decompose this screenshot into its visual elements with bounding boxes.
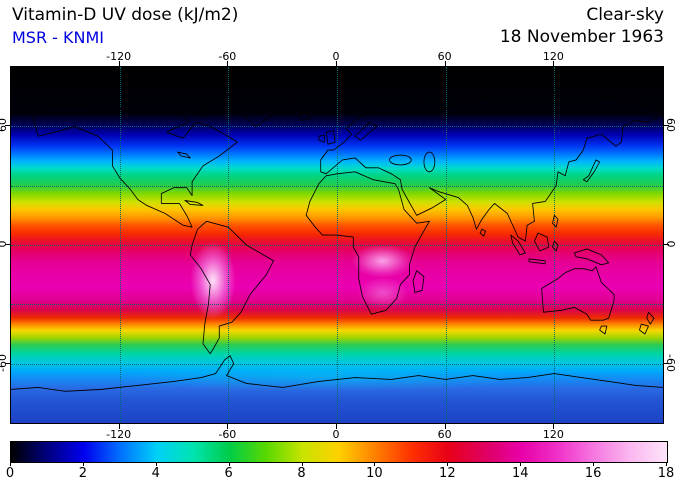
great-lakes-outline: [177, 151, 191, 159]
coastline-new-zealand-north: [646, 311, 655, 325]
colorbar-tick-label: 16: [584, 466, 602, 480]
map-plot: [10, 66, 664, 424]
lon-tick-top: [336, 61, 337, 66]
colorbar-tick-label: 10: [366, 466, 383, 480]
black-sea-outline: [389, 154, 412, 166]
lon-tick-top: [227, 61, 229, 66]
colorbar-tick: [228, 463, 230, 466]
colorbar-tick-label: 18: [657, 466, 675, 480]
lon-tick-top: [444, 61, 446, 66]
colorbar-tick: [155, 463, 157, 466]
colorbar-tick-label: 4: [151, 466, 160, 480]
coastline-eurasia: [320, 92, 662, 242]
lon-tick-label-top: -120: [106, 50, 132, 63]
lat-tick-left: [5, 244, 10, 245]
coastline-borneo: [534, 232, 550, 252]
lat-tick-right: [664, 362, 669, 364]
coastline-sulawesi: [552, 240, 559, 252]
colorbar-gradient: [11, 442, 667, 462]
caspian-sea-outline: [423, 151, 436, 173]
antarctic-bright-patch: [128, 362, 520, 391]
colorbar-tick-label: 8: [297, 466, 306, 480]
lon-tick-label-bottom: 60: [437, 428, 452, 441]
lat-tick-left: [5, 125, 10, 127]
coastline-iceland: [298, 112, 311, 121]
lon-tick-label-top: 0: [332, 50, 340, 63]
uv-hotspot-andes: [190, 241, 236, 320]
colorbar-tick: [520, 463, 522, 466]
lat-tick-left: [5, 362, 10, 364]
coastline-north-america: [32, 104, 238, 228]
coastline-greenland: [227, 80, 302, 127]
header-right: Clear-sky 18 November 1963: [500, 4, 664, 48]
figure-title: Vitamin-D UV dose (kJ/m2): [12, 5, 239, 25]
grid-line-lon: [445, 67, 447, 423]
lat-tick-right: [664, 244, 669, 245]
coastline-sumatra: [510, 234, 526, 256]
lon-tick-bottom: [444, 424, 446, 429]
lat-tick-right: [664, 125, 669, 127]
colorbar-tick-label: 12: [439, 466, 456, 480]
lon-tick-label-bottom: -60: [218, 428, 237, 441]
grid-line-lon: [337, 67, 338, 423]
coastline-madagascar: [412, 270, 425, 293]
condition-label: Clear-sky: [586, 5, 664, 25]
source-label: MSR - KNMI: [12, 28, 105, 47]
colorbar-tick-label: 6: [224, 466, 233, 480]
colorbar-tick: [593, 463, 595, 466]
coastline-new-guinea: [573, 248, 610, 266]
lon-tick-label-top: -60: [218, 50, 237, 63]
lon-tick-label-bottom: -120: [106, 428, 132, 441]
coastline-antarctica: [11, 355, 663, 392]
lon-tick-bottom: [227, 424, 229, 429]
colorbar-tick: [301, 463, 303, 466]
lon-tick-label-bottom: 0: [332, 428, 340, 441]
lon-tick-bottom: [118, 424, 120, 429]
coastline-new-zealand-south: [639, 323, 649, 335]
colorbar: [10, 441, 668, 463]
grid-line-lon: [119, 67, 121, 423]
colorbar-tick: [82, 463, 84, 466]
lon-tick-label-top: 120: [542, 50, 564, 63]
coastline-japan: [582, 159, 601, 183]
lon-tick-label-top: 60: [437, 50, 452, 63]
coastline-tasmania: [599, 325, 608, 335]
colorbar-tick: [10, 463, 11, 466]
coastline-britain: [325, 129, 336, 145]
colorbar-tick: [374, 463, 376, 466]
lon-tick-top: [553, 61, 555, 66]
lon-tick-label-bottom: 120: [542, 428, 564, 441]
baltic-sea-outline: [354, 121, 378, 141]
grid-line-lon: [228, 67, 230, 423]
colorbar-tick: [447, 463, 449, 466]
coastline-south-america: [189, 220, 275, 355]
lon-tick-bottom: [336, 424, 337, 429]
colorbar-tick: [666, 463, 667, 466]
coastline-sri-lanka: [479, 228, 486, 237]
colorbar-tick-label: 2: [78, 466, 88, 480]
uv-hotspot-southern-africa: [356, 277, 409, 310]
coastline-ireland: [318, 134, 325, 143]
lon-tick-top: [118, 61, 120, 66]
date-label: 18 November 1963: [499, 27, 664, 47]
coastline-java: [528, 258, 546, 265]
lon-tick-bottom: [553, 424, 555, 429]
coastline-africa: [305, 171, 430, 315]
coastline-baffin-island: [189, 102, 208, 117]
coastline-australia: [541, 266, 615, 321]
coastline-cuba: [184, 200, 204, 206]
coastlines: [11, 80, 663, 392]
colorbar-tick-label: 0: [5, 466, 15, 480]
grid-line-lon: [554, 67, 556, 423]
colorbar-tick-label: 14: [511, 466, 529, 480]
coastline-philippines: [552, 214, 559, 228]
uv-hotspot-east-africa: [353, 245, 412, 278]
